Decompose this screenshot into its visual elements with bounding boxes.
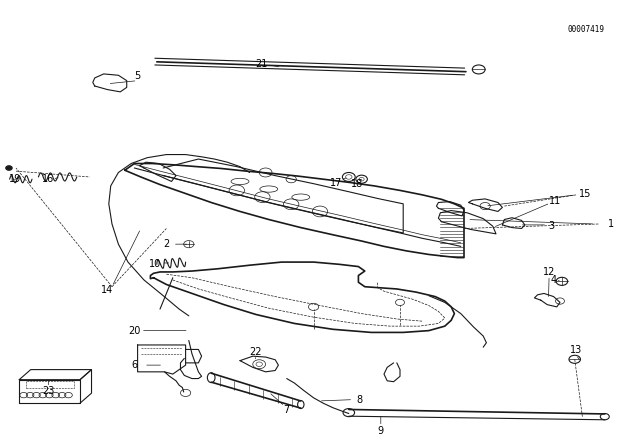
Text: 22: 22: [250, 347, 262, 357]
Text: 20: 20: [128, 326, 141, 336]
Text: 15: 15: [579, 189, 592, 198]
Text: 4: 4: [550, 275, 557, 285]
Text: 13: 13: [570, 345, 582, 355]
Text: 16: 16: [42, 174, 54, 184]
Text: 19: 19: [9, 174, 22, 184]
Text: 6: 6: [131, 360, 138, 370]
Circle shape: [6, 166, 12, 170]
Text: 14: 14: [101, 285, 114, 295]
Text: 8: 8: [356, 395, 363, 405]
Text: 7: 7: [283, 405, 289, 415]
Text: 18: 18: [351, 179, 364, 189]
Text: 9: 9: [378, 426, 384, 436]
Text: 10: 10: [148, 259, 161, 269]
Text: 00007419: 00007419: [567, 25, 604, 34]
Text: 12: 12: [543, 267, 556, 277]
Text: 23: 23: [42, 386, 55, 396]
Text: 3: 3: [548, 221, 555, 231]
Text: 1: 1: [608, 219, 614, 229]
Text: 11: 11: [549, 196, 562, 206]
Text: 2: 2: [163, 239, 170, 249]
Text: 5: 5: [134, 71, 141, 81]
Text: 17: 17: [330, 178, 342, 188]
Text: 21: 21: [255, 59, 268, 69]
